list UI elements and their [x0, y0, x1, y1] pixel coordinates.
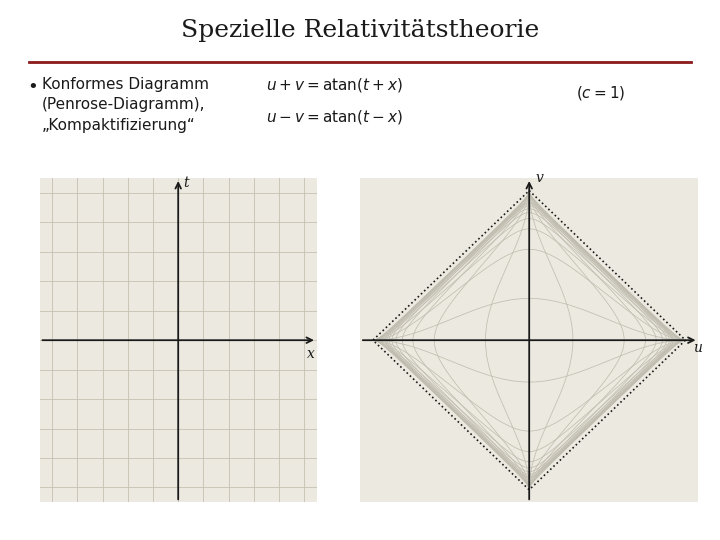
Text: $u - v = \mathrm{atan}(t - x)$: $u - v = \mathrm{atan}(t - x)$	[266, 108, 403, 126]
Text: t: t	[183, 176, 189, 190]
Text: $(c = 1)$: $(c = 1)$	[576, 84, 626, 102]
Text: x: x	[307, 347, 315, 361]
Text: •: •	[27, 78, 38, 96]
Text: $u + v = \mathrm{atan}(t + x)$: $u + v = \mathrm{atan}(t + x)$	[266, 76, 403, 93]
Text: Konformes Diagramm: Konformes Diagramm	[42, 77, 209, 92]
Text: „Kompaktifizierung“: „Kompaktifizierung“	[42, 118, 196, 133]
Text: (Penrose-Diagramm),: (Penrose-Diagramm),	[42, 97, 205, 112]
Text: v: v	[535, 171, 543, 185]
Text: u: u	[693, 341, 701, 355]
Text: Spezielle Relativitätstheorie: Spezielle Relativitätstheorie	[181, 19, 539, 42]
